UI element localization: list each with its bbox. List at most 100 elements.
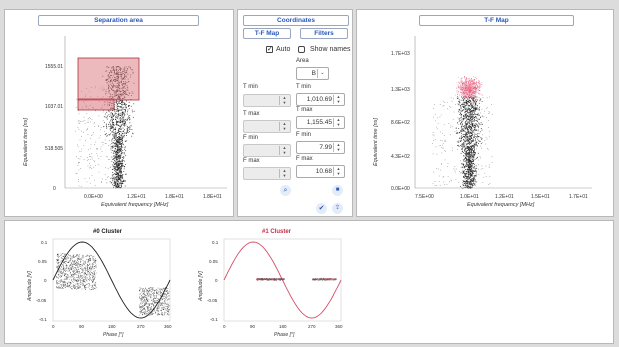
- scatter-point: [116, 159, 118, 161]
- cluster-0-plot[interactable]: #0 Cluster 0.1 0.05 0 -0.05 -0.1 0 90 18…: [9, 223, 179, 343]
- fmin-field[interactable]: 7.99 ▲ ▼: [296, 141, 345, 154]
- scatter-point: [117, 111, 119, 112]
- scatter-point: [470, 110, 471, 112]
- check-icon[interactable]: ✔: [316, 203, 327, 214]
- scatter-point: [471, 109, 473, 111]
- scatter-point: [117, 139, 119, 141]
- scatter-point: [473, 101, 475, 102]
- scatter-point: [470, 84, 471, 86]
- scatter-point: [124, 160, 125, 162]
- scatter-point: [485, 176, 487, 177]
- scatter-point: [439, 116, 441, 118]
- scatter-point: [453, 98, 454, 100]
- spin-icon[interactable]: ▲ ▼: [333, 117, 343, 127]
- spin-icon[interactable]: ▲ ▼: [333, 166, 343, 176]
- scatter-point: [120, 100, 122, 101]
- scatter-point: [87, 260, 89, 262]
- separation-area-plot[interactable]: 1555.01 1037.01 518.505 0 0.0E+00 1.2E+0…: [5, 26, 233, 216]
- scatter-point: [465, 154, 466, 155]
- scatter-point: [77, 165, 79, 166]
- auto-label: Auto: [276, 46, 291, 53]
- scatter-point: [122, 142, 123, 143]
- scatter-point: [465, 164, 466, 166]
- scatter-point: [463, 146, 465, 147]
- scatter-point: [473, 107, 474, 109]
- scatter-point: [119, 142, 121, 143]
- scatter-point: [472, 126, 473, 127]
- tmin-field[interactable]: 1,010.69 ▲ ▼: [296, 93, 345, 106]
- scatter-point: [73, 278, 74, 279]
- scatter-point: [56, 286, 57, 288]
- spin-icon[interactable]: ▲ ▼: [333, 142, 343, 152]
- scatter-point: [90, 167, 91, 168]
- auto-checkbox[interactable]: ✓: [266, 46, 273, 53]
- scatter-point: [87, 119, 89, 121]
- scatter-point: [112, 125, 114, 127]
- scatter-point: [87, 266, 88, 268]
- scatter-point: [476, 141, 478, 143]
- scatter-point: [474, 129, 476, 131]
- scatter-point: [465, 126, 467, 128]
- scatter-point: [473, 155, 475, 156]
- scatter-point: [71, 285, 72, 287]
- scatter-point: [82, 269, 84, 270]
- scatter-point: [92, 263, 94, 264]
- scatter-point: [119, 115, 121, 116]
- zoom-icon[interactable]: ⌕: [280, 185, 291, 196]
- tmax-field[interactable]: 1,155.45 ▲ ▼: [296, 116, 345, 129]
- scatter-point: [465, 88, 467, 90]
- scatter-point: [465, 162, 467, 164]
- scatter-point: [476, 107, 478, 109]
- scatter-point: [458, 118, 460, 120]
- scatter-point: [119, 175, 121, 177]
- scatter-point: [122, 108, 124, 110]
- spin-icon[interactable]: ▲ ▼: [333, 94, 343, 104]
- scatter-point: [91, 266, 93, 267]
- scatter-point: [486, 97, 488, 99]
- scatter-point: [90, 289, 92, 290]
- scatter-point: [461, 119, 463, 121]
- scatter-point: [64, 269, 66, 270]
- scatter-point: [85, 269, 86, 271]
- scatter-point: [467, 111, 468, 113]
- scatter-point: [63, 256, 64, 257]
- scatter-point: [470, 94, 472, 96]
- scatter-point: [466, 148, 468, 150]
- tf-map-plot[interactable]: 1.7E+03 1.3E+03 8.6E+02 4.3E+02 0.0E+00 …: [357, 26, 613, 216]
- scatter-point: [468, 171, 470, 172]
- scatter-point: [164, 299, 166, 301]
- scatter-point: [466, 154, 468, 155]
- scatter-point: [466, 140, 467, 142]
- fmax-field[interactable]: 10.68 ▲ ▼: [296, 165, 345, 178]
- scatter-point: [473, 152, 474, 153]
- scatter-point: [114, 180, 116, 182]
- scatter-point: [478, 97, 480, 99]
- scatter-point: [116, 166, 118, 168]
- scatter-point: [472, 180, 474, 182]
- scatter-point: [464, 108, 466, 110]
- scatter-point: [458, 124, 459, 125]
- scatter-point: [95, 261, 96, 263]
- scatter-point: [466, 118, 468, 120]
- scatter-point: [61, 287, 63, 288]
- show-names-checkbox[interactable]: [298, 46, 305, 53]
- scatter-point: [116, 174, 118, 175]
- separation-y-label: Equivalent time [ns]: [23, 118, 29, 166]
- filters-button[interactable]: Filters: [300, 28, 348, 39]
- scatter-point: [484, 140, 486, 141]
- scatter-point: [441, 147, 442, 148]
- scatter-point: [469, 87, 471, 89]
- tf-map-button[interactable]: T-F Map: [243, 28, 291, 39]
- scatter-point: [475, 165, 477, 167]
- scatter-point: [96, 153, 98, 154]
- scatter-point: [118, 156, 120, 158]
- scatter-point: [473, 90, 475, 92]
- trash-icon[interactable]: ■: [332, 185, 343, 196]
- scatter-point: [117, 145, 119, 147]
- scatter-point: [466, 147, 468, 149]
- export-icon[interactable]: ⇪: [332, 203, 343, 214]
- area-select[interactable]: B ⌄: [296, 67, 329, 80]
- scatter-point: [64, 281, 66, 283]
- scatter-point: [121, 116, 123, 118]
- scatter-point: [95, 260, 97, 261]
